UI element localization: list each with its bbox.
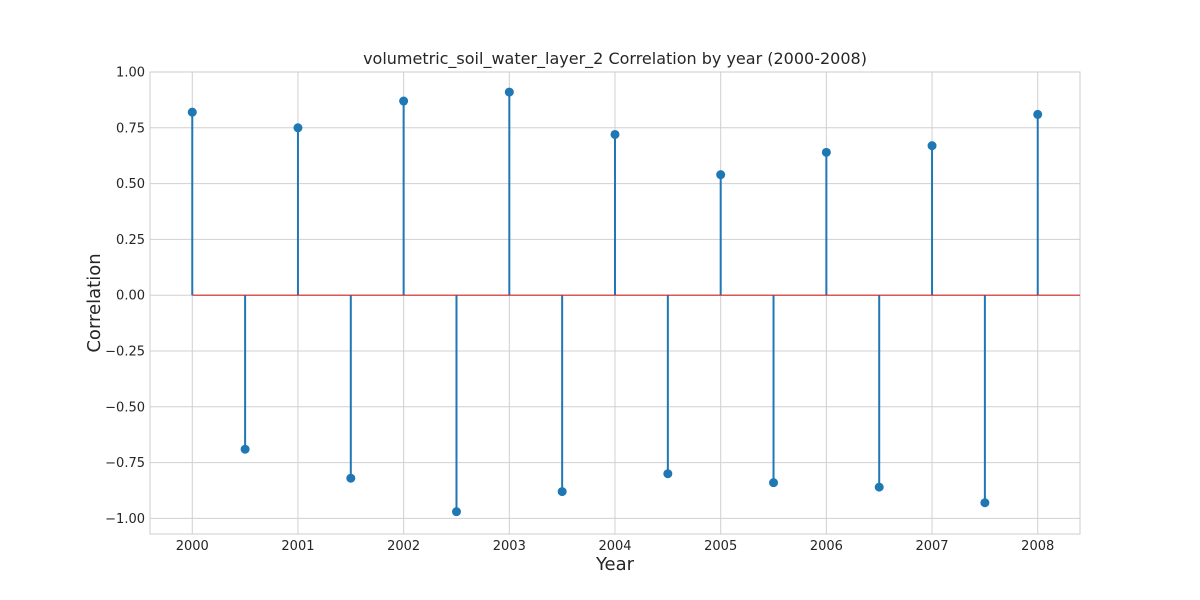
y-tick-label: 0.50 — [116, 177, 145, 192]
data-point — [504, 87, 514, 97]
x-tick-label: 2002 — [387, 539, 420, 554]
data-point — [557, 487, 567, 497]
data-point — [610, 129, 620, 139]
x-tick-label: 2008 — [1021, 539, 1054, 554]
chart-title: volumetric_soil_water_layer_2 Correlatio… — [363, 49, 867, 69]
data-point — [187, 107, 197, 117]
data-point — [769, 478, 779, 488]
y-tick-label: −1.00 — [105, 512, 145, 527]
stem-series — [191, 92, 1039, 512]
x-axis-label: Year — [595, 554, 635, 575]
x-tick-label: 2003 — [493, 539, 526, 554]
data-point — [451, 507, 461, 517]
data-point — [1033, 109, 1043, 119]
data-point — [821, 147, 831, 157]
x-tick-label: 2000 — [176, 539, 209, 554]
data-point — [399, 96, 409, 106]
data-point — [927, 141, 937, 151]
stem-markers — [187, 87, 1043, 517]
y-tick-label: −0.75 — [105, 456, 145, 471]
y-tick-label: 0.25 — [116, 233, 145, 248]
data-point — [980, 498, 990, 508]
x-tick-labels: 2000 2001 2002 2003 2004 2005 2006 2007 2008 — [176, 539, 1055, 554]
y-tick-label: 0.75 — [116, 121, 145, 136]
x-tick-label: 2005 — [704, 539, 737, 554]
y-tick-label: −0.50 — [105, 400, 145, 415]
y-tick-label: −0.25 — [105, 344, 145, 359]
x-tick-label: 2007 — [915, 539, 948, 554]
y-tick-label: 1.00 — [116, 66, 145, 81]
x-tick-label: 2006 — [810, 539, 843, 554]
plot-frame — [149, 71, 1081, 535]
x-tick-label: 2004 — [598, 539, 631, 554]
data-point — [874, 482, 884, 492]
y-axis-label: Correlation — [84, 253, 105, 352]
x-tick-label: 2001 — [281, 539, 314, 554]
data-point — [346, 473, 356, 483]
data-point — [240, 444, 250, 454]
y-tick-label: 0.00 — [116, 289, 145, 304]
data-point — [716, 170, 726, 180]
data-point — [663, 469, 673, 479]
data-point — [293, 123, 303, 133]
y-tick-labels: 1.00 0.75 0.50 0.25 0.00 −0.25 −0.50 −0.75 −1.00 — [105, 66, 145, 527]
